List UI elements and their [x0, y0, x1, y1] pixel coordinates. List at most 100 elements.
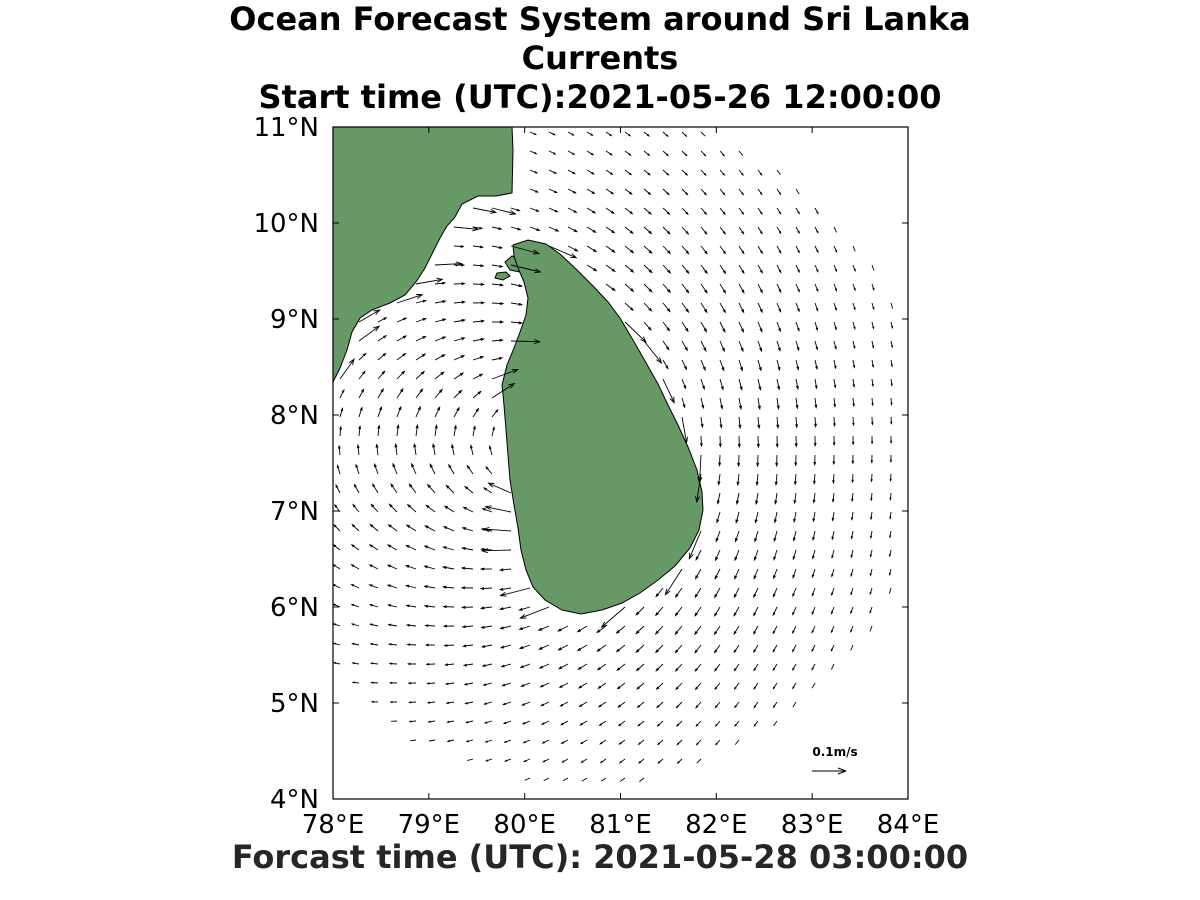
current-vector [396, 406, 402, 418]
current-vector [472, 373, 483, 380]
current-vector [472, 356, 484, 361]
current-vector-head [339, 425, 342, 430]
current-vector-head [554, 190, 558, 194]
current-vector-head [461, 625, 466, 629]
current-vector-head [422, 335, 427, 340]
current-vector-head [461, 527, 467, 531]
current-vector [502, 682, 512, 687]
current-vector-head [852, 403, 855, 408]
current-vector [485, 466, 493, 475]
current-vector-head [753, 593, 757, 599]
current-vector-head [853, 326, 856, 331]
current-vector-head [685, 270, 690, 275]
current-vector [548, 226, 559, 232]
current-vector-head [520, 684, 525, 687]
current-vector [491, 357, 503, 361]
current-vector-head [792, 686, 795, 690]
current-vector [662, 207, 670, 215]
current-vector-head [396, 423, 400, 429]
current-vector-head [833, 384, 837, 389]
current-vector-head [617, 704, 621, 708]
current-vector-head [870, 497, 873, 502]
current-vector [681, 226, 689, 235]
current-vector [415, 335, 426, 342]
current-vector [453, 390, 462, 399]
current-vector [695, 682, 702, 690]
current-vector [424, 605, 436, 608]
current-vector-head [591, 171, 595, 175]
current-vector-head [488, 445, 492, 450]
current-vector-head [734, 538, 738, 543]
current-vector-head [852, 384, 856, 389]
current-vector-head [666, 211, 671, 215]
current-vector-head [636, 704, 641, 709]
current-vector-head [534, 151, 538, 155]
current-vector-head [754, 519, 758, 524]
current-vector [831, 530, 835, 540]
current-vector-head [720, 386, 724, 391]
current-vector-head [453, 424, 457, 429]
current-vector-head [458, 389, 463, 394]
current-vector-head [442, 624, 448, 628]
current-vector-head [407, 681, 412, 685]
map-axes: 78°E 79°E 80°E 81°E 82°E 83°E 84°E 4°N 5°N 6°N 7°N… [253, 113, 939, 840]
current-vector [624, 283, 634, 292]
current-vector-head [466, 464, 471, 469]
current-vector-head [522, 740, 526, 744]
india-landmass [333, 127, 514, 383]
current-vector-head [351, 523, 355, 528]
current-vector-head [596, 629, 601, 634]
current-vector-head [540, 703, 544, 707]
current-vector-head [834, 327, 837, 331]
current-vector-head [760, 211, 763, 216]
current-vector-head [778, 231, 782, 235]
current-vector [377, 425, 380, 437]
current-vector [624, 321, 647, 343]
current-vector [601, 606, 626, 628]
current-vector [776, 264, 782, 273]
current-vector-head [438, 388, 443, 393]
current-vector [700, 302, 708, 313]
current-vector [624, 226, 634, 234]
current-vector [795, 188, 800, 195]
current-vector-head [772, 593, 776, 598]
current-vector [792, 587, 797, 597]
current-vector-head [814, 423, 817, 428]
current-vector [776, 397, 780, 409]
current-vector [424, 565, 436, 570]
current-vector [772, 606, 778, 616]
current-vector-head [405, 524, 411, 528]
current-vector [719, 264, 726, 274]
current-vector [600, 777, 607, 782]
current-vector-head [572, 152, 576, 156]
current-vector-head [654, 630, 659, 635]
current-vector-head [451, 443, 454, 448]
current-vector-head [470, 444, 473, 449]
current-vector [738, 397, 742, 409]
current-vector-head [509, 210, 517, 215]
current-vector-head [831, 555, 834, 559]
current-vector-head [424, 643, 429, 647]
current-vector-head [741, 211, 745, 216]
current-vector [756, 473, 759, 485]
current-vector-head [850, 517, 854, 521]
current-vector-head [722, 192, 726, 196]
current-vector [339, 389, 345, 399]
current-vector-head [733, 594, 737, 599]
current-vector [738, 302, 745, 313]
current-vector [500, 587, 512, 591]
current-vector-head [777, 347, 781, 352]
current-vector-head [355, 463, 359, 468]
current-vector-head [629, 307, 634, 312]
current-vector-head [872, 326, 875, 330]
lat-tick-label: 7°N [270, 497, 319, 527]
current-vector [833, 359, 837, 369]
current-vector [425, 625, 436, 627]
current-vector-head [499, 320, 505, 324]
current-vector-head [479, 606, 485, 610]
current-vector [406, 524, 417, 532]
current-vector-head [617, 723, 622, 727]
current-vector [567, 188, 576, 194]
current-vector [719, 302, 726, 313]
current-vector-head [741, 192, 744, 196]
